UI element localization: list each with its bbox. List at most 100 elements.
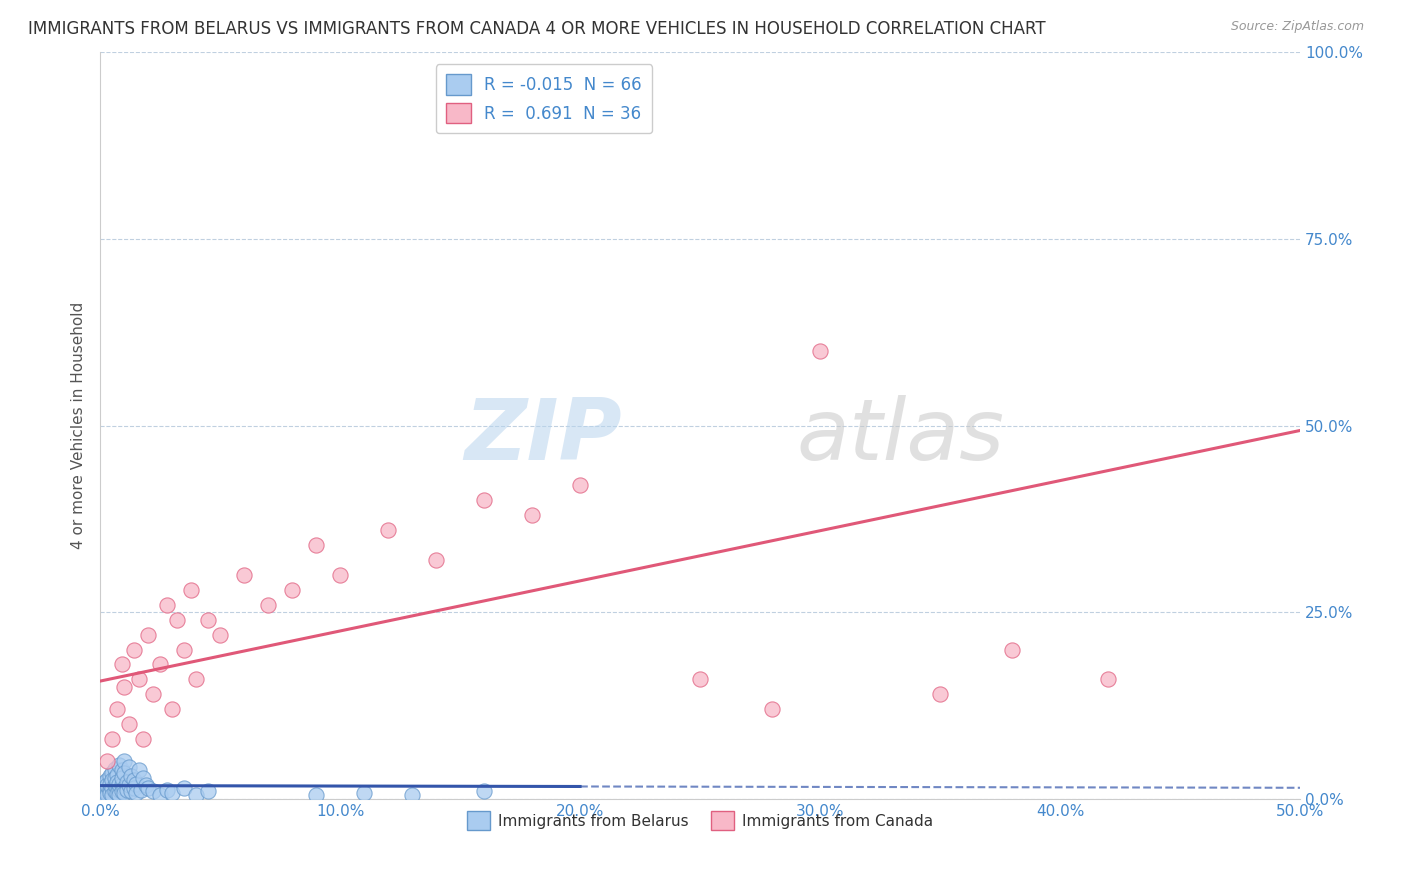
- Point: [142, 784, 165, 798]
- Point: [125, 786, 148, 800]
- Point: [180, 582, 202, 597]
- Point: [108, 777, 131, 791]
- Point: [184, 673, 207, 687]
- Point: [111, 657, 134, 672]
- Point: [105, 786, 128, 800]
- Point: [94, 789, 117, 804]
- Point: [122, 642, 145, 657]
- Point: [103, 771, 125, 785]
- Point: [197, 784, 219, 798]
- Point: [94, 784, 117, 798]
- Point: [103, 784, 125, 798]
- Text: Source: ZipAtlas.com: Source: ZipAtlas.com: [1230, 20, 1364, 33]
- Point: [377, 523, 399, 537]
- Point: [118, 717, 141, 731]
- Point: [118, 778, 141, 792]
- Point: [128, 764, 150, 778]
- Point: [108, 783, 131, 797]
- Point: [520, 508, 543, 522]
- Point: [94, 780, 117, 795]
- Point: [120, 769, 142, 783]
- Point: [103, 778, 125, 792]
- Point: [166, 613, 188, 627]
- Point: [209, 627, 232, 641]
- Point: [132, 732, 155, 747]
- Point: [689, 673, 711, 687]
- Point: [91, 783, 114, 797]
- Point: [98, 769, 121, 783]
- Point: [91, 788, 114, 802]
- Point: [808, 343, 831, 358]
- Point: [96, 755, 118, 769]
- Point: [108, 788, 131, 802]
- Point: [233, 567, 256, 582]
- Point: [101, 765, 124, 780]
- Point: [142, 687, 165, 701]
- Point: [184, 788, 207, 802]
- Text: ZIP: ZIP: [464, 395, 621, 478]
- Point: [105, 780, 128, 795]
- Point: [132, 771, 155, 785]
- Point: [111, 784, 134, 798]
- Point: [156, 598, 179, 612]
- Point: [112, 765, 135, 780]
- Point: [160, 702, 183, 716]
- Point: [305, 538, 328, 552]
- Point: [112, 680, 135, 694]
- Point: [281, 582, 304, 597]
- Point: [929, 687, 952, 701]
- Point: [101, 732, 124, 747]
- Point: [135, 778, 157, 792]
- Point: [98, 777, 121, 791]
- Point: [96, 778, 118, 792]
- Point: [111, 764, 134, 778]
- Point: [353, 786, 375, 800]
- Text: IMMIGRANTS FROM BELARUS VS IMMIGRANTS FROM CANADA 4 OR MORE VEHICLES IN HOUSEHOL: IMMIGRANTS FROM BELARUS VS IMMIGRANTS FR…: [28, 20, 1046, 37]
- Point: [101, 773, 124, 788]
- Point: [129, 783, 152, 797]
- Point: [101, 780, 124, 795]
- Point: [103, 762, 125, 776]
- Point: [305, 788, 328, 802]
- Text: atlas: atlas: [796, 395, 1004, 478]
- Point: [257, 598, 280, 612]
- Point: [125, 777, 148, 791]
- Point: [98, 786, 121, 800]
- Point: [472, 493, 495, 508]
- Point: [1097, 673, 1119, 687]
- Point: [91, 778, 114, 792]
- Legend: Immigrants from Belarus, Immigrants from Canada: Immigrants from Belarus, Immigrants from…: [461, 805, 939, 836]
- Point: [101, 788, 124, 802]
- Point: [136, 627, 159, 641]
- Point: [425, 553, 447, 567]
- Point: [98, 783, 121, 797]
- Point: [105, 775, 128, 789]
- Point: [120, 784, 142, 798]
- Point: [128, 673, 150, 687]
- Point: [156, 783, 179, 797]
- Point: [173, 780, 195, 795]
- Point: [160, 786, 183, 800]
- Point: [149, 657, 172, 672]
- Point: [569, 478, 592, 492]
- Point: [122, 773, 145, 788]
- Point: [122, 780, 145, 795]
- Point: [136, 780, 159, 795]
- Point: [173, 642, 195, 657]
- Point: [118, 760, 141, 774]
- Point: [111, 771, 134, 785]
- Point: [1001, 642, 1024, 657]
- Point: [105, 702, 128, 716]
- Point: [472, 784, 495, 798]
- Point: [112, 786, 135, 800]
- Point: [112, 755, 135, 769]
- Point: [96, 773, 118, 788]
- Point: [96, 786, 118, 800]
- Point: [111, 778, 134, 792]
- Point: [401, 788, 423, 802]
- Point: [761, 702, 783, 716]
- Point: [105, 768, 128, 782]
- Y-axis label: 4 or more Vehicles in Household: 4 or more Vehicles in Household: [72, 301, 86, 549]
- Point: [96, 788, 118, 802]
- Point: [329, 567, 352, 582]
